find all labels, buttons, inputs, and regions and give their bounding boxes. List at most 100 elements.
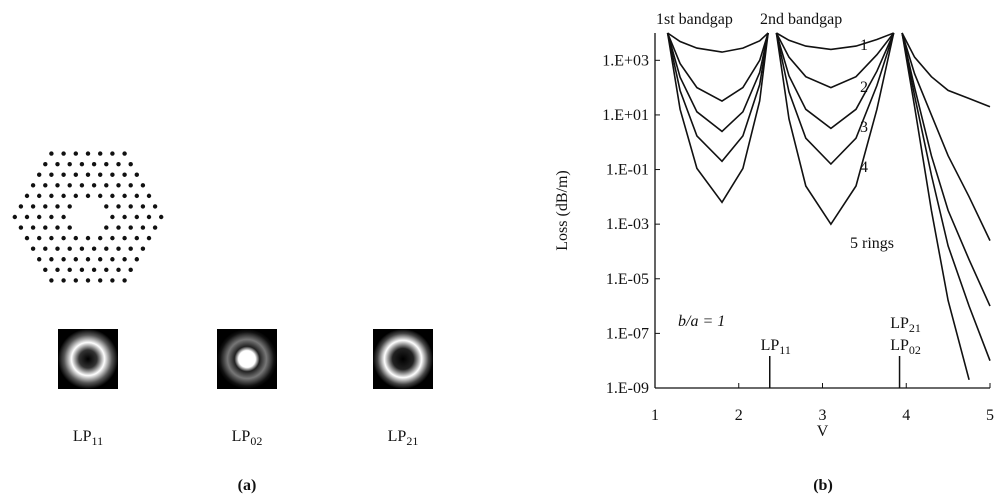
hole xyxy=(128,204,133,209)
label-sub: 11 xyxy=(779,343,791,357)
hole xyxy=(110,193,115,199)
hole xyxy=(61,257,66,262)
hole xyxy=(79,161,85,167)
label-sub: 02 xyxy=(250,434,262,448)
mode-cutoff-label: LP02 xyxy=(890,337,921,357)
hole xyxy=(146,193,152,199)
hole xyxy=(146,214,152,220)
label-main: LP xyxy=(73,428,92,445)
hole xyxy=(104,225,109,230)
mode-image xyxy=(58,329,118,389)
hole xyxy=(43,267,48,273)
hole xyxy=(110,257,115,262)
hole xyxy=(67,161,72,167)
series-label: 1 xyxy=(860,37,868,54)
hole xyxy=(30,225,36,230)
hole xyxy=(91,267,97,273)
label-main: LP xyxy=(890,337,909,354)
x-axis-label: V xyxy=(817,423,829,440)
hole xyxy=(49,172,54,177)
hole xyxy=(91,246,97,251)
hole xyxy=(73,278,79,283)
hole xyxy=(55,246,60,251)
hole xyxy=(152,225,158,230)
y-tick-label: 1.E+03 xyxy=(602,52,649,69)
hole xyxy=(73,172,79,177)
hole xyxy=(43,161,48,167)
x-tick-label: 2 xyxy=(735,407,743,424)
hole xyxy=(91,183,97,188)
hole xyxy=(18,204,24,209)
x-tick-label: 4 xyxy=(902,407,910,424)
hole xyxy=(67,204,72,209)
hole xyxy=(140,225,146,230)
hole xyxy=(128,267,133,273)
hole xyxy=(61,151,66,156)
series-label: 4 xyxy=(860,159,868,176)
hole xyxy=(55,183,60,188)
mode-label: LP21 xyxy=(388,428,419,448)
hole xyxy=(37,235,42,241)
hole xyxy=(116,161,121,167)
hole xyxy=(79,267,85,273)
label-sub: 21 xyxy=(406,434,418,448)
hole xyxy=(49,257,54,262)
hole xyxy=(98,193,103,199)
hole xyxy=(61,214,66,220)
hole xyxy=(73,193,79,199)
hole xyxy=(122,214,127,220)
hole xyxy=(128,225,133,230)
hole xyxy=(49,278,54,283)
series-label: 5 rings xyxy=(850,235,894,252)
hole xyxy=(128,183,133,188)
hole xyxy=(110,278,115,283)
hole xyxy=(122,235,127,241)
hole xyxy=(110,172,115,177)
hole xyxy=(116,267,121,273)
hole xyxy=(110,214,115,220)
y-tick-label: 1.E-01 xyxy=(606,162,649,179)
hole xyxy=(73,257,79,262)
y-tick-label: 1.E-09 xyxy=(606,380,649,397)
hole xyxy=(30,183,36,188)
annotation: 2nd bandgap xyxy=(760,11,842,28)
y-tick-label: 1.E-05 xyxy=(606,271,649,288)
y-tick-label: 1.E-03 xyxy=(606,216,649,233)
y-axis-label: Loss (dB/m) xyxy=(554,170,571,250)
hole xyxy=(122,172,127,177)
hole xyxy=(98,151,103,156)
hole xyxy=(85,257,91,262)
hole xyxy=(116,183,121,188)
hole xyxy=(134,214,139,220)
hole xyxy=(134,172,139,177)
hole xyxy=(37,193,42,199)
x-tick-label: 3 xyxy=(819,407,827,424)
hole xyxy=(134,257,139,262)
label-main: LP xyxy=(232,428,251,445)
hole xyxy=(37,172,42,177)
hole xyxy=(73,235,79,241)
hole xyxy=(98,257,103,262)
hole xyxy=(67,183,72,188)
hole xyxy=(30,246,36,251)
loss-curve xyxy=(666,32,991,361)
hole xyxy=(91,161,97,167)
mode-image xyxy=(373,329,433,389)
hole xyxy=(98,235,103,241)
x-tick-label: 1 xyxy=(651,407,659,424)
hole xyxy=(43,183,48,188)
hole xyxy=(85,235,91,241)
hole xyxy=(49,235,54,241)
hole xyxy=(24,214,30,220)
mode-image xyxy=(217,329,277,389)
hole xyxy=(122,278,127,283)
hole xyxy=(110,151,115,156)
hole xyxy=(110,235,115,241)
hole xyxy=(140,246,146,251)
hole xyxy=(67,246,72,251)
hole xyxy=(18,225,24,230)
hole xyxy=(104,267,109,273)
hole xyxy=(140,183,146,188)
label-main: LP xyxy=(388,428,407,445)
